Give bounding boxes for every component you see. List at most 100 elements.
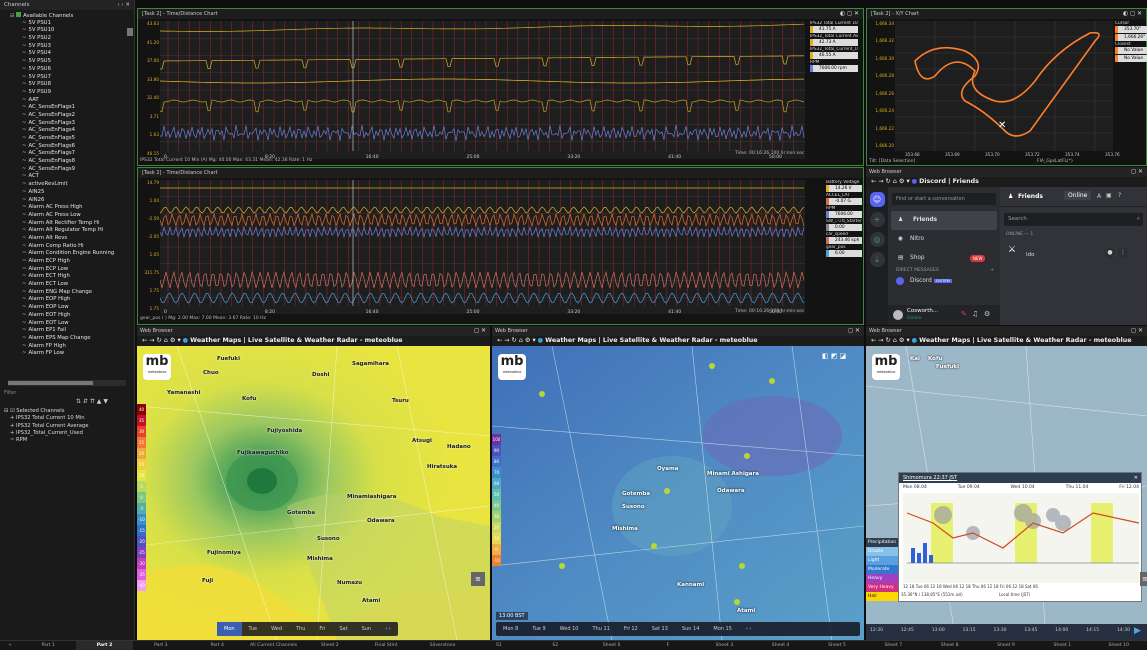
discord-browser[interactable]: Web Browser ◻ ✕ ← → ↻ ⌂ ⚙ ▾ ● Discord | F… (866, 167, 1147, 325)
channel-item[interactable]: ~ Alarm EP1 Fail (22, 327, 67, 334)
timeline-tick[interactable]: 13:30 (993, 628, 1007, 633)
sheet-tab[interactable]: Sheet 7 (884, 643, 903, 648)
xy-chart[interactable]: [Task 2] - X/Y Chart ◐ ◻ ✕ ✕ 1,666.34 1,66… (866, 8, 1147, 166)
selected-channels[interactable]: ⊟ ☑ Selected Channels + IPS32 Total Curr… (2, 408, 132, 444)
channel-item[interactable]: ~5V PSU4 (22, 50, 51, 57)
humidity-map[interactable]: mb meteoblue ◧ ◩ ◪ Oyama Gotemba Minami Ash… (492, 346, 864, 640)
selected-channel-item[interactable]: ~ RPM (10, 437, 28, 444)
sheet-tab[interactable]: Sheet 3 (715, 643, 734, 648)
sheet-tab[interactable]: Sheet 8 (940, 643, 959, 648)
sheet-tab[interactable]: Silverstone (429, 643, 456, 648)
channel-item[interactable]: ~ AC_SensEnFlags9 (22, 165, 76, 172)
online-tab[interactable]: Online (1064, 191, 1092, 200)
browser-navbar[interactable]: ← → ↻ ⌂ ⚙ ▾ ● Weather Maps | Live Satell… (137, 336, 490, 346)
day-selector[interactable]: Mon Tue Wed Thu Fri Sat Sun ‹ › (217, 622, 398, 636)
sidebar-tools[interactable]: ⇅ ⇵ ⇈ ▲ ▼ (76, 398, 108, 405)
friend-row[interactable]: ⚔ Ido ● ⋮ (1000, 243, 1147, 263)
window-controls[interactable]: ◻ ✕ (848, 327, 860, 334)
browser-tab-title[interactable]: Weather Maps | Live Satellite & Weather … (919, 337, 1132, 344)
day-button[interactable]: Tue 9 (532, 626, 546, 632)
channel-item[interactable]: ~ Alarm ECP Low (22, 265, 69, 272)
inbox-icon[interactable]: ▣ (1106, 192, 1112, 199)
selected-channel-item[interactable]: + IPS32 Total Current Average (10, 422, 89, 429)
day-button[interactable]: Sun 14 (681, 626, 700, 632)
timeline-tick[interactable]: 13:15 (962, 628, 976, 633)
day-button[interactable]: Wed 10 (559, 626, 579, 632)
sheet-tab[interactable]: All Current Channels (249, 643, 298, 648)
meteoblue-logo[interactable]: mb meteoblue (498, 354, 526, 380)
channel-item[interactable]: ~ Alarm Alt Rectifier Temp Hi (22, 219, 100, 226)
browser-tab-title[interactable]: Weather Maps | Live Satellite & Weather … (545, 337, 758, 344)
temperature-map[interactable]: mb meteoblue Fuefuki Chuo Yamanashi Kofu Dosh… (137, 346, 490, 640)
sheet-tab[interactable]: Sheet 1 (1053, 643, 1072, 648)
weather-browser-1[interactable]: Web Browser ◻ ✕ ← → ↻ ⌂ ⚙ ▾ ● Weather Map… (137, 326, 490, 640)
discord-home-icon[interactable]: ☺ (869, 192, 885, 207)
sheet-tab[interactable]: Part 1 (41, 643, 55, 648)
day-button[interactable]: Thu (296, 626, 306, 632)
sheet-tab[interactable]: Sheet 4 (771, 643, 790, 648)
timeline-tick[interactable]: 14:00 (1055, 628, 1069, 633)
channel-item[interactable]: ~ Alarm Comp Ratio Hi (22, 242, 84, 249)
channel-item[interactable]: ~ Alarm ECT High (22, 273, 70, 280)
channel-item[interactable]: ~ Alarm ECT Low (22, 281, 69, 288)
channel-item[interactable]: ~ AIN26 (22, 196, 45, 203)
timeline-tick[interactable]: 12:30 (870, 628, 883, 633)
channel-item[interactable]: ~ ACT (22, 173, 39, 180)
dm-discord[interactable]: Discord SYSTEM (888, 276, 1000, 286)
sheet-tab[interactable]: F (666, 643, 670, 648)
day-button[interactable]: Sat 13 (651, 626, 668, 632)
channel-item[interactable]: ~5V PSU6 (22, 65, 51, 72)
message-icon[interactable]: ● (1105, 248, 1115, 258)
day-button[interactable]: Sat (339, 626, 348, 632)
channel-item[interactable]: ~ Alarm EOP Low (22, 304, 69, 311)
channel-item[interactable]: ~ Alarm Condition Engine Running (22, 250, 115, 257)
channel-item[interactable]: ~ Alarm EPS Map Change (22, 334, 91, 341)
channel-item[interactable]: ~5V PSU7 (22, 73, 51, 80)
day-button[interactable]: Tue (248, 626, 258, 632)
channel-item[interactable]: ~ AC_SensEnFlags4 (22, 127, 76, 134)
channel-item[interactable]: ~ AC_SensEnFlags5 (22, 135, 76, 141)
day-button[interactable]: Sun (361, 626, 372, 632)
window-controls[interactable]: ◻ ✕ (1131, 327, 1143, 334)
channel-list-scrollbar[interactable] (127, 28, 133, 36)
friend-search-input[interactable]: Search ⌕ (1004, 213, 1143, 226)
timeline-tick[interactable]: 13:45 (1024, 628, 1038, 633)
time-distance-chart-2[interactable]: [Task 2] - Time/Distance Chart 0 8:20 16:4… (137, 167, 864, 325)
channel-item[interactable]: ~5V PSU10 (22, 27, 55, 34)
channel-item[interactable]: ~ Alarm EOT High (22, 311, 71, 318)
chart2-plot[interactable]: 0 8:20 16:40 25:00 33:20 41:40 50:00 (160, 180, 805, 314)
channel-root[interactable]: ⊟ Available Channels (10, 12, 74, 19)
channel-item[interactable]: ~ activeRevLimit (22, 181, 68, 188)
headset-icon[interactable]: ♫ (972, 310, 979, 318)
channel-item[interactable]: ~5V PSU2 (22, 35, 51, 42)
channel-item[interactable]: ~ Alarm FP High (22, 342, 66, 349)
more-icon[interactable]: ⋮ (1118, 248, 1128, 258)
precipitation-map[interactable]: mb meteoblue Kai Kofu Fuefuki Precipitation… (866, 346, 1147, 640)
channel-item[interactable]: ~5V PSU1 (22, 19, 51, 26)
day-button[interactable]: Wed (271, 626, 282, 632)
sheet-tab[interactable]: Sheet 10 (1108, 643, 1129, 648)
channel-item[interactable]: ~ Alarm AC Press High (22, 204, 83, 211)
channel-item[interactable]: ~ Alarm FP Low (22, 350, 65, 357)
channel-item[interactable]: ~ AIN25 (22, 188, 45, 195)
day-button[interactable]: Mon 8 (503, 626, 519, 632)
channel-item[interactable]: ~5V PSU5 (22, 58, 51, 65)
time-distance-chart-1[interactable]: [Task 2] - Time/Distance Chart ◐ ◻ ✕ 0 8:2… (137, 8, 864, 166)
channel-item[interactable]: ~ AC_SensEnFlags2 (22, 111, 76, 118)
sheet-tab[interactable]: Part 2 (76, 641, 133, 650)
window-controls[interactable]: ◐ ◻ ✕ (1122, 10, 1142, 17)
weather-browser-2[interactable]: Web Browser ◻ ✕ ← → ↻ ⌂ ⚙ ▾ ● Weather Map… (492, 326, 864, 640)
chart1-plot[interactable]: 0 8:20 16:40 25:00 33:20 41:40 50:00 (160, 21, 805, 159)
browser-navbar[interactable]: ← → ↻ ⌂ ⚙ ▾ ● Weather Maps | Live Satell… (866, 336, 1147, 346)
channel-item[interactable]: ~ Alarm EOT Low (22, 319, 69, 326)
nitro-item[interactable]: ◉ Nitro (888, 230, 1000, 249)
horizontal-scrollbar[interactable] (8, 380, 126, 386)
day-button[interactable]: Fri 12 (623, 626, 638, 632)
map-controls[interactable]: ◧ ◩ ◪ (822, 352, 847, 360)
window-controls[interactable]: ◻ ✕ (1131, 168, 1143, 175)
browser-tab-title[interactable]: Weather Maps | Live Satellite & Weather … (190, 337, 403, 344)
sheet-tab[interactable]: Final Stint (374, 643, 398, 648)
help-icon[interactable]: ? (1118, 192, 1122, 199)
all-tab[interactable]: A (1097, 193, 1102, 200)
add-server-icon[interactable]: + (869, 212, 885, 227)
